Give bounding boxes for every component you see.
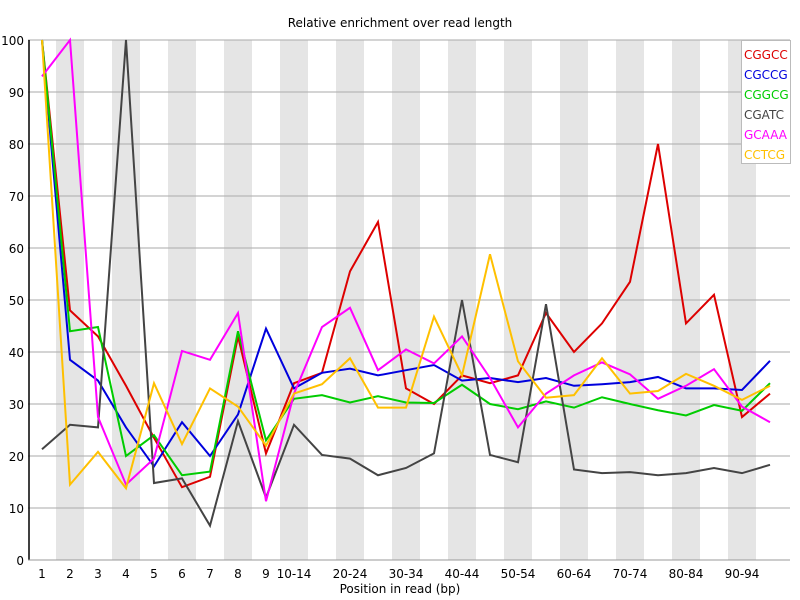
y-tick-label: 50 bbox=[9, 294, 24, 308]
x-tick-label: 20-24 bbox=[333, 567, 368, 581]
x-tick-label: 3 bbox=[94, 567, 102, 581]
legend-entry-cggcg: CGGCG bbox=[744, 88, 789, 102]
x-tick-label: 1 bbox=[38, 567, 46, 581]
legend-entry-cgccg: CGCCG bbox=[744, 68, 788, 82]
x-tick-label: 4 bbox=[122, 567, 130, 581]
x-tick-label: 60-64 bbox=[557, 567, 592, 581]
x-tick-label: 9 bbox=[262, 567, 270, 581]
y-tick-label: 80 bbox=[9, 138, 24, 152]
x-tick-label: 5 bbox=[150, 567, 158, 581]
y-tick-label: 10 bbox=[9, 502, 24, 516]
x-axis-label: Position in read (bp) bbox=[339, 582, 461, 596]
x-tick-label: 8 bbox=[234, 567, 242, 581]
x-tick-label: 7 bbox=[206, 567, 214, 581]
y-tick-label: 0 bbox=[16, 554, 24, 568]
legend-entry-cctcg: CCTCG bbox=[744, 148, 785, 162]
y-tick-label: 40 bbox=[9, 346, 24, 360]
legend-entry-cgatc: CGATC bbox=[744, 108, 784, 122]
x-tick-label: 6 bbox=[178, 567, 186, 581]
y-tick-label: 90 bbox=[9, 86, 24, 100]
x-tick-label: 50-54 bbox=[501, 567, 536, 581]
y-tick-label: 20 bbox=[9, 450, 24, 464]
x-tick-label: 10-14 bbox=[277, 567, 312, 581]
x-tick-label: 80-84 bbox=[669, 567, 704, 581]
legend-entry-gcaaa: GCAAA bbox=[744, 128, 788, 142]
x-tick-label: 70-74 bbox=[613, 567, 648, 581]
y-tick-label: 70 bbox=[9, 190, 24, 204]
legend-box bbox=[741, 40, 791, 164]
x-tick-label: 40-44 bbox=[445, 567, 480, 581]
y-tick-label: 60 bbox=[9, 242, 24, 256]
x-tick-label: 2 bbox=[66, 567, 74, 581]
x-tick-label: 30-34 bbox=[389, 567, 424, 581]
y-tick-label: 100 bbox=[1, 34, 24, 48]
x-tick-label: 90-94 bbox=[725, 567, 760, 581]
legend-entry-cggcc: CGGCC bbox=[744, 48, 788, 62]
chart-title: Relative enrichment over read length bbox=[287, 16, 513, 30]
y-tick-label: 30 bbox=[9, 398, 24, 412]
